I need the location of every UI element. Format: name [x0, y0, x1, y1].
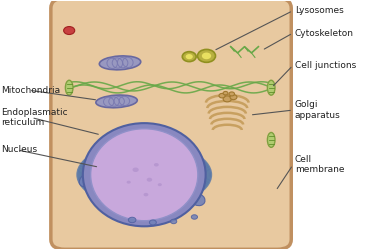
Circle shape: [230, 95, 237, 100]
Ellipse shape: [66, 80, 73, 95]
Ellipse shape: [96, 95, 137, 108]
Text: Mitochondria: Mitochondria: [1, 86, 60, 95]
Text: Cell junctions: Cell junctions: [295, 61, 356, 70]
Ellipse shape: [268, 80, 275, 95]
Circle shape: [171, 219, 177, 224]
Circle shape: [219, 94, 225, 98]
Ellipse shape: [120, 210, 144, 219]
Circle shape: [127, 181, 131, 184]
Text: Endoplasmatic
reticulum: Endoplasmatic reticulum: [1, 108, 67, 127]
Circle shape: [198, 50, 216, 62]
Circle shape: [147, 178, 152, 182]
Circle shape: [186, 54, 193, 59]
Circle shape: [128, 217, 136, 223]
Ellipse shape: [165, 208, 182, 216]
Circle shape: [182, 52, 196, 62]
Circle shape: [154, 163, 159, 166]
Ellipse shape: [94, 199, 115, 210]
Circle shape: [143, 193, 148, 196]
Circle shape: [158, 183, 162, 186]
Ellipse shape: [89, 150, 106, 160]
Ellipse shape: [83, 123, 206, 226]
Ellipse shape: [99, 56, 141, 70]
Circle shape: [191, 215, 198, 219]
Circle shape: [229, 92, 235, 96]
Text: Nucleus: Nucleus: [1, 145, 37, 154]
Ellipse shape: [191, 194, 205, 206]
Circle shape: [64, 26, 75, 34]
Ellipse shape: [79, 173, 95, 186]
Circle shape: [202, 52, 211, 59]
Text: Lysosomes: Lysosomes: [295, 6, 343, 15]
Circle shape: [223, 92, 228, 95]
Text: Cell
membrane: Cell membrane: [295, 155, 344, 174]
Text: Golgi
apparatus: Golgi apparatus: [295, 100, 340, 120]
Circle shape: [132, 168, 139, 172]
Circle shape: [223, 96, 231, 102]
Circle shape: [149, 220, 156, 225]
Ellipse shape: [268, 132, 275, 147]
Ellipse shape: [91, 129, 198, 221]
FancyBboxPatch shape: [51, 0, 291, 249]
Text: Cytoskeleton: Cytoskeleton: [295, 28, 354, 38]
